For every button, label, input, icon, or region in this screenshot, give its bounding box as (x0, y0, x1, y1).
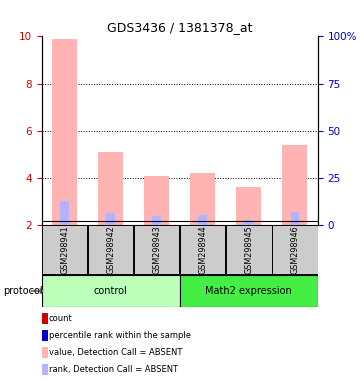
Text: GSM298941: GSM298941 (60, 225, 69, 274)
Text: GSM298945: GSM298945 (244, 225, 253, 274)
Text: percentile rank within the sample: percentile rank within the sample (49, 331, 191, 340)
Bar (180, 275, 318, 306)
Text: GSM298943: GSM298943 (152, 225, 161, 274)
Bar (236, 187, 261, 225)
Bar (272, 225, 318, 274)
Bar (152, 217, 161, 225)
Title: GDS3436 / 1381378_at: GDS3436 / 1381378_at (107, 21, 252, 34)
Text: protocol: protocol (4, 286, 43, 296)
Text: rank, Detection Call = ABSENT: rank, Detection Call = ABSENT (49, 365, 178, 374)
Bar (282, 145, 307, 225)
Bar (42, 275, 180, 306)
Bar (98, 152, 123, 225)
Bar (88, 225, 134, 274)
Bar (226, 225, 271, 274)
Bar (244, 220, 253, 225)
Bar (190, 173, 215, 225)
Bar (106, 213, 115, 225)
Text: GSM298942: GSM298942 (106, 225, 115, 274)
Bar (144, 176, 169, 225)
Bar (60, 201, 69, 225)
Bar (52, 39, 77, 225)
Text: control: control (94, 286, 127, 296)
Bar (134, 225, 179, 274)
Text: count: count (49, 314, 72, 323)
Text: value, Detection Call = ABSENT: value, Detection Call = ABSENT (49, 348, 182, 357)
Bar (199, 215, 207, 225)
Bar (42, 225, 87, 274)
Text: GSM298944: GSM298944 (198, 225, 207, 274)
Bar (291, 212, 299, 225)
Bar (180, 225, 226, 274)
Text: Math2 expression: Math2 expression (205, 286, 292, 296)
Text: GSM298946: GSM298946 (290, 225, 299, 274)
